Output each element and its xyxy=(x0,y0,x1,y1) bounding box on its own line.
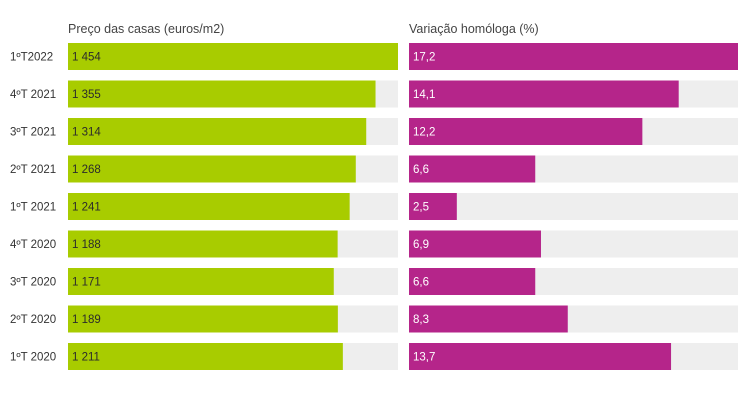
price-value-label: 1 454 xyxy=(72,52,101,64)
variation-value-label: 6,6 xyxy=(413,277,429,289)
variation-bar xyxy=(409,118,643,145)
category-label: 3ºT 2021 xyxy=(10,127,56,139)
variation-bar xyxy=(409,155,536,183)
price-value-label: 1 355 xyxy=(72,89,101,101)
variation-bar xyxy=(409,343,672,370)
category-label: 4ºT 2021 xyxy=(10,89,56,101)
variation-value-label: 14,1 xyxy=(413,89,435,101)
category-label: 1ºT 2020 xyxy=(10,352,56,364)
variation-value-label: 2,5 xyxy=(413,202,429,214)
category-label: 1ºT2022 xyxy=(10,52,53,64)
price-chart-title: Preço das casas (euros/m2) xyxy=(68,22,224,36)
price-bar xyxy=(68,193,350,220)
price-bar xyxy=(68,118,367,145)
price-value-label: 1 171 xyxy=(72,277,101,289)
category-label: 4ºT 2020 xyxy=(10,239,56,251)
category-label: 3ºT 2020 xyxy=(10,277,56,289)
price-value-label: 1 268 xyxy=(72,164,101,176)
bar-rows: 1ºT2022 1 454 17,2 4ºT 2021 1 355 14,1 3ºT 202… xyxy=(10,43,738,370)
variation-bar xyxy=(409,193,457,220)
price-bar xyxy=(68,43,398,70)
variation-chart-title: Variação homóloga (%) xyxy=(409,22,539,36)
variation-bar xyxy=(409,268,536,295)
variation-value-label: 12,2 xyxy=(413,127,435,139)
category-label: 2ºT 2020 xyxy=(10,314,56,326)
category-label: 2ºT 2021 xyxy=(10,164,56,176)
price-value-label: 1 189 xyxy=(72,314,101,326)
variation-bar xyxy=(409,43,738,70)
price-bar xyxy=(68,268,334,295)
variation-value-label: 17,2 xyxy=(413,52,435,64)
price-value-label: 1 314 xyxy=(72,127,101,139)
price-bar xyxy=(68,80,376,108)
variation-bar xyxy=(409,230,541,258)
price-bar xyxy=(68,305,338,333)
price-bar xyxy=(68,155,356,183)
variation-value-label: 13,7 xyxy=(413,352,435,364)
price-value-label: 1 241 xyxy=(72,202,101,214)
variation-value-label: 6,6 xyxy=(413,164,429,176)
variation-bar xyxy=(409,305,568,333)
variation-value-label: 8,3 xyxy=(413,314,429,326)
price-value-label: 1 188 xyxy=(72,239,101,251)
variation-bar xyxy=(409,80,679,108)
variation-bar-track xyxy=(409,193,738,220)
price-bar xyxy=(68,230,338,258)
price-bar xyxy=(68,343,343,370)
variation-value-label: 6,9 xyxy=(413,239,429,251)
price-value-label: 1 211 xyxy=(72,352,100,364)
category-label: 1ºT 2021 xyxy=(10,202,56,214)
